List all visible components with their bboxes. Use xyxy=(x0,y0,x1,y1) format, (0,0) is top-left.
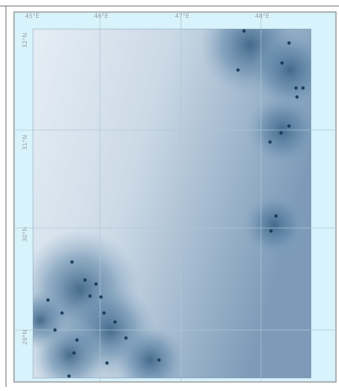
sample-point xyxy=(67,374,71,378)
sample-point xyxy=(124,336,128,340)
sample-point xyxy=(53,328,57,332)
sample-point xyxy=(268,140,272,144)
low-value-zone xyxy=(242,193,306,257)
sample-point xyxy=(94,282,98,286)
interpolated-surface xyxy=(33,29,311,378)
tick-label-top: 45°E xyxy=(25,13,40,20)
sample-point xyxy=(113,320,117,324)
sample-point xyxy=(46,298,50,302)
sample-point xyxy=(280,61,284,65)
sample-point xyxy=(105,361,109,365)
sample-point xyxy=(72,351,76,355)
tick-label-top: 48°E xyxy=(255,13,270,20)
tick-label-top: 47°E xyxy=(175,13,190,20)
tick-label-left: 29°N xyxy=(22,330,29,345)
low-value-zone xyxy=(115,325,185,378)
tick-label-top: 46°E xyxy=(94,13,109,20)
low-value-zone xyxy=(250,30,311,110)
tick-label-left: 31°N xyxy=(22,135,29,150)
sample-point xyxy=(269,229,273,233)
sample-point xyxy=(301,86,305,90)
tick-label-left: 30°N xyxy=(22,227,29,242)
left-tick-labels: 32°N 31°N 30°N 29°N xyxy=(22,33,29,345)
sample-point xyxy=(242,29,246,33)
sample-point xyxy=(102,311,106,315)
graticule xyxy=(14,12,336,382)
sample-point xyxy=(70,260,74,264)
sample-point xyxy=(287,41,291,45)
sample-point xyxy=(236,68,240,72)
sample-point xyxy=(60,311,64,315)
raster-extent xyxy=(32,28,312,379)
sample-point xyxy=(88,294,92,298)
sample-point xyxy=(287,124,291,128)
top-tick-labels: 45°E 46°E 47°E 48°E xyxy=(25,13,270,20)
low-value-zone xyxy=(33,290,70,350)
sample-point xyxy=(99,295,103,299)
sample-point xyxy=(274,214,278,218)
sample-point xyxy=(294,86,298,90)
sample-point xyxy=(83,278,87,282)
sample-point xyxy=(75,338,79,342)
sample-point xyxy=(279,131,283,135)
sample-point xyxy=(295,95,299,99)
map-neatline xyxy=(13,11,337,383)
sample-points xyxy=(46,29,305,378)
sample-point xyxy=(157,358,161,362)
tick-label-left: 32°N xyxy=(22,33,29,48)
